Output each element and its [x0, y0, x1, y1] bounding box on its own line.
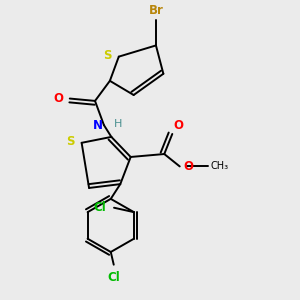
Text: S: S — [67, 135, 75, 148]
Text: Br: Br — [148, 4, 164, 17]
Text: O: O — [54, 92, 64, 105]
Text: S: S — [103, 49, 111, 62]
Text: O: O — [174, 119, 184, 133]
Text: O: O — [183, 160, 193, 173]
Text: Cl: Cl — [93, 201, 106, 214]
Text: H: H — [113, 119, 122, 129]
Text: N: N — [92, 118, 102, 132]
Text: Cl: Cl — [107, 271, 120, 284]
Text: CH₃: CH₃ — [211, 161, 229, 171]
